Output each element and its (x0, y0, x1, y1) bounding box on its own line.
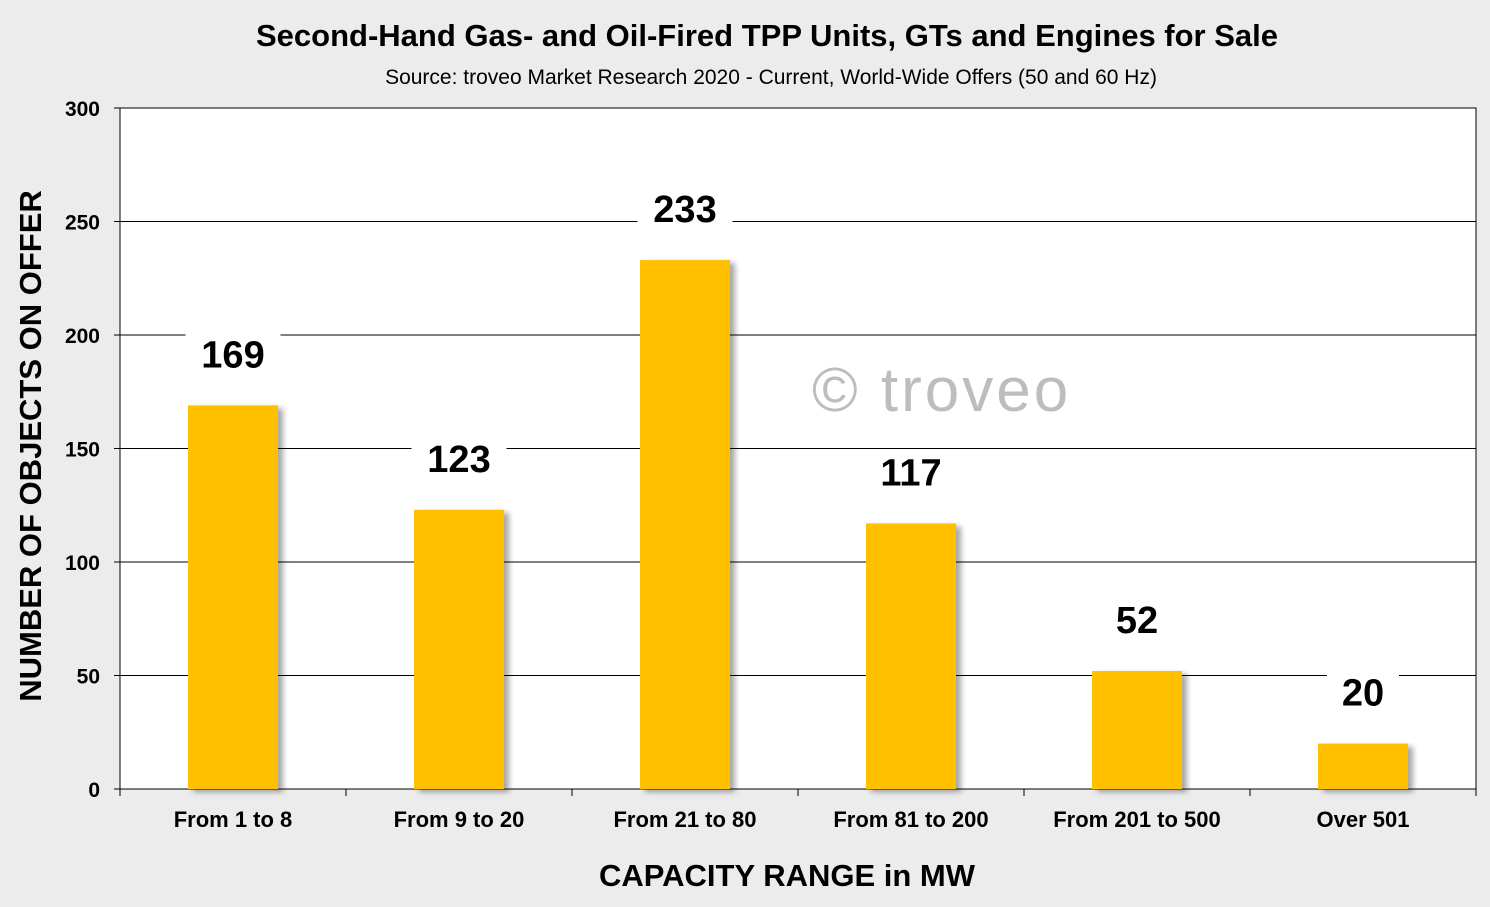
data-label: 233 (653, 189, 716, 231)
y-tick-label: 100 (65, 552, 100, 575)
data-label: 169 (201, 334, 264, 376)
watermark: © troveo (812, 356, 1071, 425)
x-tick-label: From 201 to 500 (1053, 807, 1221, 832)
data-label: 20 (1342, 673, 1384, 715)
y-tick-label: 250 (65, 212, 100, 235)
data-label: 52 (1116, 600, 1158, 642)
x-axis-label: CAPACITY RANGE in MW (599, 858, 976, 893)
y-tick-label: 150 (65, 439, 100, 462)
y-tick-label: 50 (77, 666, 100, 689)
data-label-background (1327, 669, 1399, 716)
data-label-background (1101, 596, 1173, 643)
data-labels: 169 123 233 117 52 20 (185, 186, 1399, 716)
y-tick-label: 300 (65, 98, 100, 121)
x-tick-label: From 21 to 80 (613, 807, 756, 832)
y-tick-label: 0 (88, 779, 100, 802)
y-axis-ticks: 0 50 100 150 200 250 300 (65, 98, 120, 802)
bar-series (188, 260, 1408, 790)
data-label-background (411, 435, 507, 482)
chart-subtitle: Source: troveo Market Research 2020 - Cu… (385, 66, 1157, 89)
data-label: 117 (880, 452, 941, 494)
data-label: 123 (427, 439, 490, 481)
bar (1318, 743, 1408, 789)
y-tick-label: 200 (65, 325, 100, 348)
bar (414, 509, 504, 789)
bar (1092, 670, 1182, 789)
bar (188, 405, 278, 789)
x-tick-label: Over 501 (1317, 807, 1410, 832)
y-axis-label: NUMBER OF OBJECTS ON OFFER (13, 190, 48, 702)
data-label-background (637, 186, 733, 233)
chart-title: Second-Hand Gas- and Oil-Fired TPP Units… (256, 18, 1278, 53)
x-tick-label: From 81 to 200 (833, 807, 988, 832)
gridlines (120, 107, 1476, 676)
x-axis-ticks: From 1 to 8 From 9 to 20 From 21 to 80 From… (119, 789, 1477, 832)
x-tick-label: From 1 to 8 (174, 807, 293, 832)
data-label-background (863, 449, 959, 496)
data-label-background (185, 331, 281, 378)
bar (866, 523, 956, 789)
bar (640, 260, 730, 790)
x-tick-label: From 9 to 20 (394, 807, 525, 832)
